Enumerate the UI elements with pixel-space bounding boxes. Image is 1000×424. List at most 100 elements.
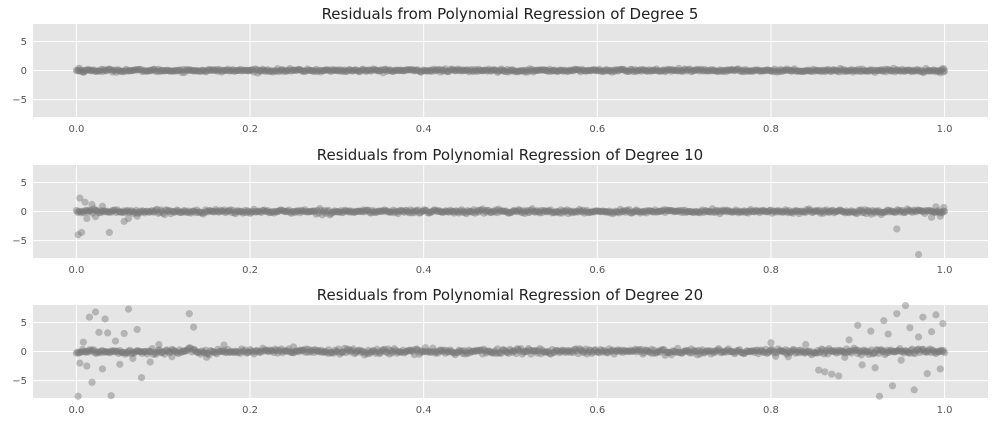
data-point xyxy=(513,208,521,216)
data-point xyxy=(245,208,253,216)
data-point xyxy=(636,348,644,356)
data-point xyxy=(851,67,859,75)
data-point xyxy=(234,207,242,215)
data-point xyxy=(146,66,154,74)
data-point xyxy=(387,208,395,216)
data-point xyxy=(856,348,864,356)
data-point xyxy=(198,66,206,74)
data-point xyxy=(511,347,519,355)
data-point xyxy=(814,67,822,75)
plot-area: 0.0 0.2 0.4 0.6 0.8 1.050−5 xyxy=(12,165,988,276)
data-point xyxy=(656,67,664,75)
data-point xyxy=(199,66,207,74)
data-point xyxy=(773,68,781,76)
data-point xyxy=(491,208,499,216)
data-point xyxy=(867,66,875,74)
data-point xyxy=(454,65,462,73)
data-point xyxy=(854,321,862,329)
data-point xyxy=(408,209,416,217)
data-point xyxy=(148,207,156,215)
data-point xyxy=(266,67,274,75)
data-point xyxy=(327,210,335,218)
data-point xyxy=(696,350,704,358)
data-point xyxy=(726,348,734,356)
data-point xyxy=(471,209,479,217)
data-point xyxy=(415,350,423,358)
data-point xyxy=(250,205,258,213)
data-point xyxy=(619,66,627,74)
data-point xyxy=(827,207,836,215)
data-point xyxy=(578,65,586,74)
data-point xyxy=(708,67,716,75)
data-point xyxy=(553,67,561,75)
data-point xyxy=(139,348,148,356)
data-point xyxy=(80,208,88,216)
data-point xyxy=(425,66,433,75)
data-point xyxy=(349,66,357,75)
data-point xyxy=(121,209,129,217)
data-point xyxy=(701,207,709,215)
data-point xyxy=(300,67,308,75)
data-point xyxy=(642,67,651,75)
data-point xyxy=(932,203,940,211)
data-point xyxy=(107,347,115,355)
data-point xyxy=(216,206,225,214)
data-point xyxy=(272,208,280,216)
data-point xyxy=(354,346,362,355)
data-point xyxy=(686,207,694,216)
data-point xyxy=(876,66,884,74)
data-point xyxy=(483,206,492,214)
data-point xyxy=(334,208,343,216)
data-point xyxy=(927,67,935,75)
data-point xyxy=(133,209,141,217)
panel-degree-5: Residuals from Polynomial Regression of … xyxy=(12,5,988,135)
data-point xyxy=(656,348,664,356)
data-point xyxy=(203,353,211,361)
data-point xyxy=(429,67,437,75)
data-point xyxy=(717,66,725,75)
data-point xyxy=(798,67,806,75)
data-point xyxy=(620,65,628,74)
data-point xyxy=(507,347,515,355)
data-point xyxy=(497,65,505,73)
data-point xyxy=(880,317,888,325)
data-point xyxy=(676,207,684,215)
data-point xyxy=(175,346,184,354)
data-point xyxy=(718,206,726,214)
data-point xyxy=(614,67,622,75)
data-point xyxy=(478,67,487,75)
data-point xyxy=(824,350,832,358)
data-point xyxy=(389,347,397,355)
data-point xyxy=(298,207,307,215)
data-point xyxy=(772,352,780,360)
data-point xyxy=(791,67,800,75)
data-point xyxy=(680,208,688,216)
data-point xyxy=(336,350,344,358)
data-point xyxy=(364,66,372,74)
data-point xyxy=(478,205,487,213)
data-point xyxy=(492,349,500,358)
data-point xyxy=(411,207,420,215)
data-point xyxy=(79,66,87,74)
data-point xyxy=(852,346,861,354)
data-point xyxy=(178,208,186,217)
data-point xyxy=(101,66,109,74)
data-point xyxy=(175,208,184,217)
data-point xyxy=(646,207,654,215)
data-point xyxy=(702,347,710,355)
data-point xyxy=(270,67,278,75)
data-point xyxy=(845,336,853,344)
data-point xyxy=(175,66,184,74)
data-point xyxy=(95,348,103,356)
data-point xyxy=(745,207,754,215)
data-point xyxy=(866,348,874,356)
data-point xyxy=(706,67,714,75)
data-point xyxy=(916,67,924,76)
data-point xyxy=(841,353,849,361)
data-point xyxy=(773,207,781,215)
data-point xyxy=(861,206,869,214)
data-point xyxy=(185,66,194,74)
data-point xyxy=(695,66,703,74)
data-point xyxy=(201,206,210,214)
data-point xyxy=(168,67,176,75)
